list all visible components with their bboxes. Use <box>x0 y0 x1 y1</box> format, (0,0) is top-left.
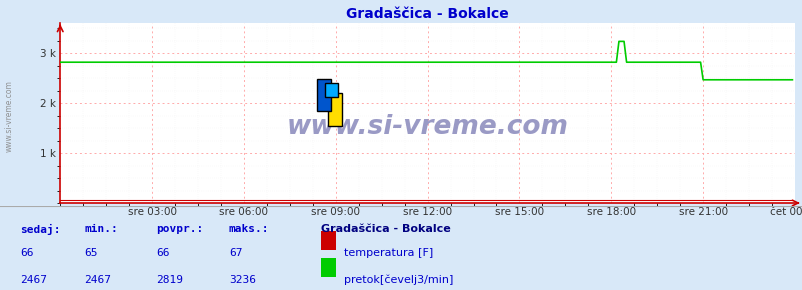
FancyBboxPatch shape <box>324 83 338 97</box>
FancyBboxPatch shape <box>317 79 330 111</box>
Text: 2819: 2819 <box>156 275 184 285</box>
Text: maks.:: maks.: <box>229 224 269 234</box>
Text: www.si-vreme.com: www.si-vreme.com <box>5 80 14 152</box>
Text: 67: 67 <box>229 248 242 258</box>
Text: temperatura [F]: temperatura [F] <box>343 248 432 258</box>
FancyBboxPatch shape <box>328 93 341 126</box>
Text: pretok[čevelj3/min]: pretok[čevelj3/min] <box>343 275 452 285</box>
Text: povpr.:: povpr.: <box>156 224 204 234</box>
Title: Gradaščica - Bokalce: Gradaščica - Bokalce <box>346 7 508 21</box>
Text: min.:: min.: <box>84 224 118 234</box>
Text: 65: 65 <box>84 248 98 258</box>
Text: sedaj:: sedaj: <box>20 224 60 235</box>
Text: 2467: 2467 <box>84 275 111 285</box>
Text: 3236: 3236 <box>229 275 256 285</box>
Text: Gradaščica - Bokalce: Gradaščica - Bokalce <box>321 224 451 234</box>
Text: www.si-vreme.com: www.si-vreme.com <box>286 115 568 140</box>
Text: 2467: 2467 <box>20 275 47 285</box>
Bar <box>321 231 335 250</box>
Bar <box>321 258 335 277</box>
Text: 66: 66 <box>20 248 34 258</box>
Text: 66: 66 <box>156 248 170 258</box>
